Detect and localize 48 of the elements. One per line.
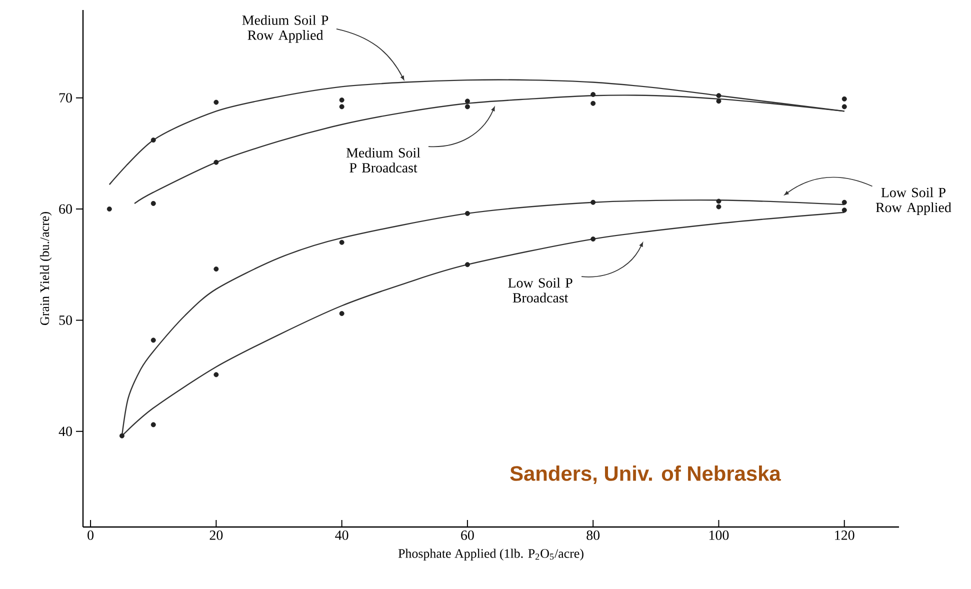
text: Low Soil P Row Applied [876, 187, 952, 216]
point [464, 98, 470, 104]
point [150, 138, 156, 143]
y-tick-label: 50 [59, 315, 72, 325]
point [150, 422, 156, 428]
point [214, 372, 219, 378]
point [339, 104, 344, 110]
x-tick-label: 40 [335, 530, 348, 540]
x-tick-label: 80 [586, 530, 600, 540]
point [119, 433, 124, 438]
point [590, 236, 596, 242]
point [214, 160, 219, 165]
point [464, 104, 470, 110]
point [716, 198, 722, 204]
point [150, 338, 156, 343]
x-tick-label: 100 [709, 530, 729, 540]
x-axis-title: Phosphate Applied (1lb. P$_{2}$O$_{5}$/acre) [398, 548, 584, 561]
text: Medium Soil P Row Applied [242, 15, 328, 43]
y-tick-label: 70 [59, 93, 72, 103]
x-tick-label: 60 [461, 530, 474, 540]
x-tick-label: 20 [210, 530, 223, 540]
point [842, 96, 847, 102]
y-tick-label: 40 [58, 426, 72, 436]
point [464, 210, 470, 216]
point [716, 204, 722, 210]
x-tick-label: 120 [835, 530, 854, 540]
point [339, 240, 344, 245]
point [590, 200, 596, 205]
point [464, 262, 470, 268]
point [590, 100, 596, 106]
point [106, 206, 112, 212]
point [716, 98, 722, 104]
point [214, 100, 219, 105]
series-label: Low Soil P Broadcast [508, 278, 572, 303]
annotation: Sanders, Univ. of Nebraska [510, 466, 781, 484]
point [150, 200, 156, 206]
point [716, 93, 722, 98]
point [339, 311, 344, 316]
point [339, 98, 344, 103]
x-tick-label: 0 [88, 530, 94, 540]
series-label: Medium Soil P Broadcast [346, 148, 420, 172]
point [842, 200, 847, 205]
point [842, 208, 847, 213]
point [842, 104, 847, 110]
point [590, 92, 596, 97]
point [214, 266, 219, 272]
y-axis-title: Grain Yield (bu./acre) [40, 212, 52, 325]
y-tick-label: 60 [59, 204, 72, 214]
